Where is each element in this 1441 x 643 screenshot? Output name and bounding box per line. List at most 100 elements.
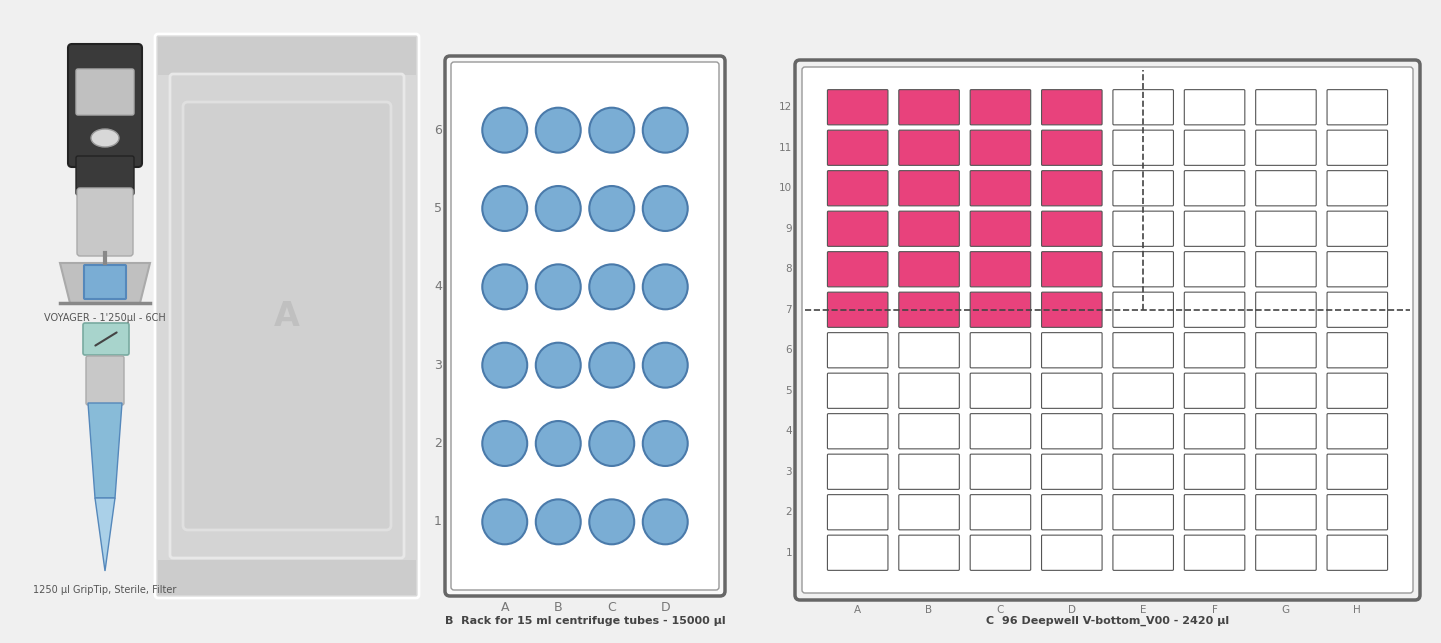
FancyBboxPatch shape <box>1327 251 1388 287</box>
Circle shape <box>589 421 634 466</box>
FancyBboxPatch shape <box>899 89 960 125</box>
FancyBboxPatch shape <box>1255 413 1316 449</box>
Text: 1250 µl GripTip, Sterile, Filter: 1250 µl GripTip, Sterile, Filter <box>33 585 177 595</box>
FancyBboxPatch shape <box>1112 211 1173 246</box>
Text: A: A <box>274 300 300 332</box>
FancyBboxPatch shape <box>1327 373 1388 408</box>
Text: H: H <box>1353 605 1362 615</box>
FancyBboxPatch shape <box>1185 454 1245 489</box>
FancyBboxPatch shape <box>1327 535 1388 570</box>
Circle shape <box>483 500 527 545</box>
FancyBboxPatch shape <box>970 494 1030 530</box>
Circle shape <box>536 343 581 388</box>
FancyBboxPatch shape <box>1042 332 1102 368</box>
FancyBboxPatch shape <box>1042 373 1102 408</box>
FancyBboxPatch shape <box>899 292 960 327</box>
Circle shape <box>483 421 527 466</box>
FancyBboxPatch shape <box>1327 170 1388 206</box>
Bar <box>159 560 416 595</box>
FancyBboxPatch shape <box>84 265 125 299</box>
FancyBboxPatch shape <box>76 156 134 195</box>
Circle shape <box>536 421 581 466</box>
FancyBboxPatch shape <box>827 130 888 165</box>
FancyBboxPatch shape <box>156 34 419 598</box>
FancyBboxPatch shape <box>827 332 888 368</box>
FancyBboxPatch shape <box>1112 373 1173 408</box>
Polygon shape <box>95 498 115 571</box>
Text: C: C <box>607 601 617 614</box>
FancyBboxPatch shape <box>899 413 960 449</box>
Text: D: D <box>1068 605 1076 615</box>
FancyBboxPatch shape <box>803 67 1414 593</box>
Circle shape <box>483 186 527 231</box>
Circle shape <box>589 107 634 152</box>
FancyBboxPatch shape <box>1255 251 1316 287</box>
FancyBboxPatch shape <box>970 373 1030 408</box>
Text: 6: 6 <box>434 123 442 137</box>
FancyBboxPatch shape <box>1327 89 1388 125</box>
FancyBboxPatch shape <box>827 170 888 206</box>
Text: 5: 5 <box>785 386 793 395</box>
Text: B: B <box>553 601 562 614</box>
FancyBboxPatch shape <box>170 74 403 558</box>
Text: 1: 1 <box>434 515 442 529</box>
Text: G: G <box>1282 605 1290 615</box>
Circle shape <box>483 343 527 388</box>
FancyBboxPatch shape <box>899 332 960 368</box>
Text: 8: 8 <box>785 264 793 275</box>
Text: C: C <box>997 605 1004 615</box>
Text: A: A <box>855 605 862 615</box>
Text: 4: 4 <box>785 426 793 436</box>
FancyBboxPatch shape <box>827 211 888 246</box>
FancyBboxPatch shape <box>1327 130 1388 165</box>
FancyBboxPatch shape <box>899 170 960 206</box>
FancyBboxPatch shape <box>970 454 1030 489</box>
FancyBboxPatch shape <box>1042 535 1102 570</box>
FancyBboxPatch shape <box>1327 494 1388 530</box>
Text: 1: 1 <box>785 548 793 557</box>
Circle shape <box>589 500 634 545</box>
Circle shape <box>483 264 527 309</box>
FancyBboxPatch shape <box>1327 292 1388 327</box>
Ellipse shape <box>91 129 120 147</box>
FancyBboxPatch shape <box>970 332 1030 368</box>
Circle shape <box>643 264 687 309</box>
FancyBboxPatch shape <box>1042 251 1102 287</box>
FancyBboxPatch shape <box>827 535 888 570</box>
FancyBboxPatch shape <box>970 89 1030 125</box>
Text: F: F <box>1212 605 1218 615</box>
Text: 5: 5 <box>434 202 442 215</box>
FancyBboxPatch shape <box>1185 292 1245 327</box>
FancyBboxPatch shape <box>1112 332 1173 368</box>
FancyBboxPatch shape <box>1185 170 1245 206</box>
FancyBboxPatch shape <box>1255 332 1316 368</box>
Text: VOYAGER - 1'250µl - 6CH: VOYAGER - 1'250µl - 6CH <box>45 313 166 323</box>
FancyBboxPatch shape <box>1042 89 1102 125</box>
Text: 9: 9 <box>785 224 793 234</box>
Text: 10: 10 <box>780 183 793 194</box>
FancyBboxPatch shape <box>970 130 1030 165</box>
FancyBboxPatch shape <box>76 188 133 256</box>
FancyBboxPatch shape <box>1255 535 1316 570</box>
Circle shape <box>643 343 687 388</box>
FancyBboxPatch shape <box>827 373 888 408</box>
Circle shape <box>643 500 687 545</box>
FancyBboxPatch shape <box>795 60 1419 600</box>
FancyBboxPatch shape <box>970 211 1030 246</box>
Circle shape <box>589 343 634 388</box>
FancyBboxPatch shape <box>1042 413 1102 449</box>
FancyBboxPatch shape <box>899 494 960 530</box>
Text: A: A <box>500 601 509 614</box>
FancyBboxPatch shape <box>899 251 960 287</box>
Circle shape <box>589 186 634 231</box>
FancyBboxPatch shape <box>1185 494 1245 530</box>
Circle shape <box>643 107 687 152</box>
FancyBboxPatch shape <box>827 89 888 125</box>
Circle shape <box>643 186 687 231</box>
Text: C  96 Deepwell V-bottom_V00 - 2420 µl: C 96 Deepwell V-bottom_V00 - 2420 µl <box>986 616 1229 626</box>
Text: 11: 11 <box>778 143 793 153</box>
Circle shape <box>536 107 581 152</box>
Text: D: D <box>660 601 670 614</box>
FancyBboxPatch shape <box>1112 89 1173 125</box>
FancyBboxPatch shape <box>899 535 960 570</box>
